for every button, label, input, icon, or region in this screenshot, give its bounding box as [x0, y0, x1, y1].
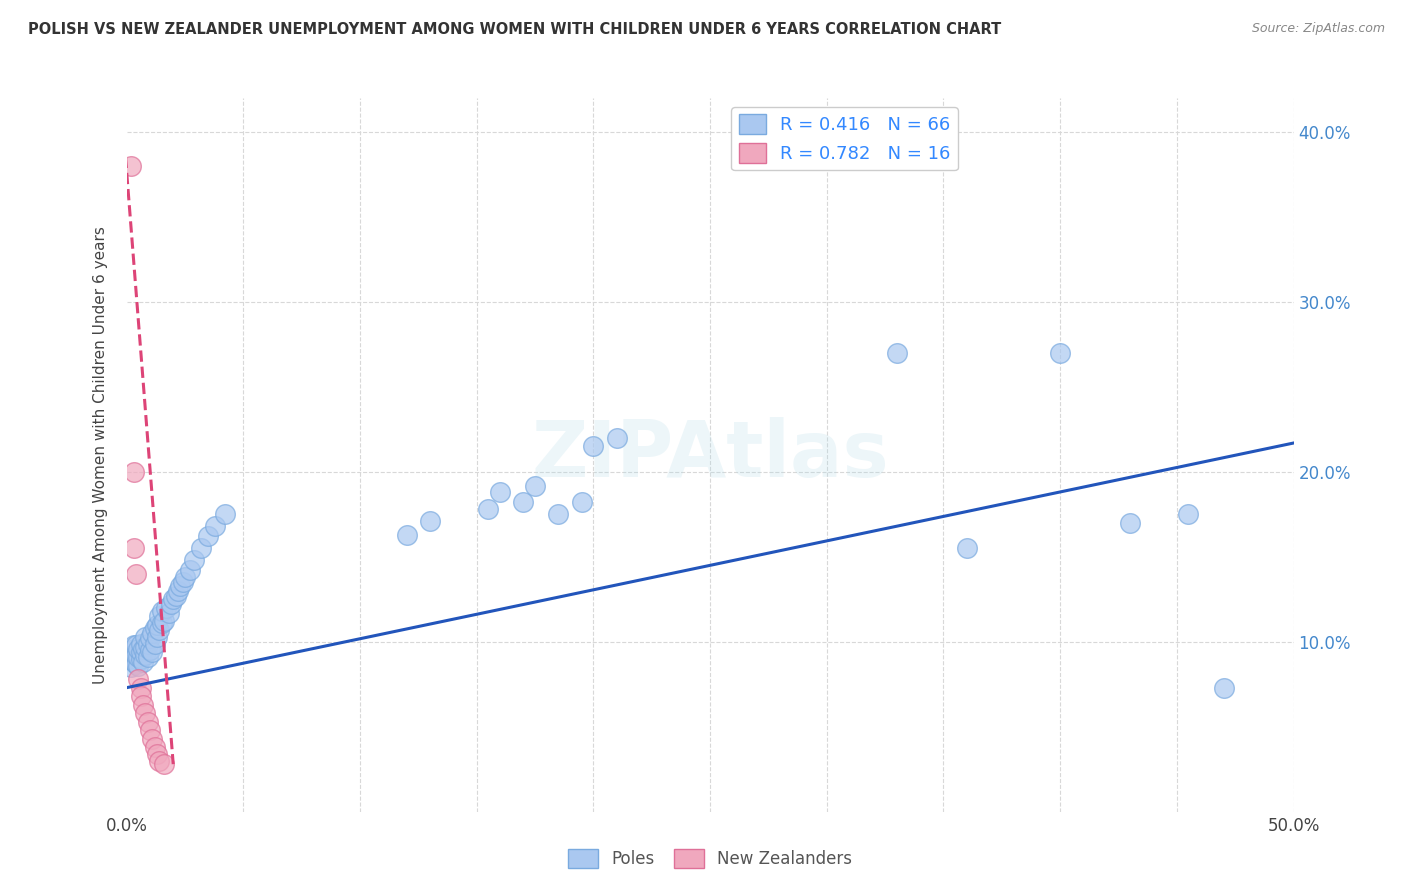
Point: [153, 615, 176, 629]
Point: [143, 621, 166, 635]
Point: [172, 575, 194, 590]
Point: [120, 660, 142, 674]
Point: [132, 655, 155, 669]
Point: [146, 617, 169, 632]
Point: [127, 658, 149, 673]
Point: [547, 508, 569, 522]
Point: [160, 598, 183, 612]
Point: [197, 529, 219, 543]
Point: [395, 528, 418, 542]
Point: [120, 643, 142, 657]
Point: [146, 747, 169, 761]
Point: [146, 630, 169, 644]
Point: [134, 640, 156, 654]
Point: [129, 645, 152, 659]
Point: [477, 502, 499, 516]
Point: [190, 541, 212, 556]
Point: [1177, 508, 1199, 522]
Point: [148, 623, 170, 637]
Point: [143, 636, 166, 650]
Point: [141, 645, 163, 659]
Point: [214, 508, 236, 522]
Point: [419, 514, 441, 528]
Point: [122, 541, 145, 556]
Point: [141, 626, 163, 640]
Point: [606, 431, 628, 445]
Point: [148, 609, 170, 624]
Point: [204, 519, 226, 533]
Point: [183, 553, 205, 567]
Point: [125, 566, 148, 581]
Point: [127, 672, 149, 686]
Point: [125, 657, 148, 671]
Point: [136, 650, 159, 665]
Point: [148, 754, 170, 768]
Point: [1212, 681, 1234, 695]
Text: POLISH VS NEW ZEALANDER UNEMPLOYMENT AMONG WOMEN WITH CHILDREN UNDER 6 YEARS COR: POLISH VS NEW ZEALANDER UNEMPLOYMENT AMO…: [28, 22, 1001, 37]
Point: [125, 648, 148, 663]
Point: [122, 638, 145, 652]
Point: [136, 636, 159, 650]
Point: [139, 643, 162, 657]
Point: [120, 159, 142, 173]
Point: [132, 698, 155, 712]
Point: [134, 706, 156, 721]
Point: [129, 636, 152, 650]
Point: [127, 650, 149, 665]
Point: [956, 541, 979, 556]
Point: [150, 604, 173, 618]
Point: [489, 485, 512, 500]
Point: [129, 681, 152, 695]
Point: [165, 589, 187, 603]
Point: [134, 630, 156, 644]
Point: [174, 570, 197, 584]
Point: [139, 632, 162, 646]
Point: [571, 495, 593, 509]
Point: [167, 583, 190, 598]
Point: [886, 346, 908, 360]
Point: [162, 592, 184, 607]
Point: [512, 495, 534, 509]
Point: [129, 652, 152, 666]
Point: [134, 648, 156, 663]
Point: [132, 641, 155, 656]
Text: ZIPAtlas: ZIPAtlas: [531, 417, 889, 493]
Y-axis label: Unemployment Among Women with Children Under 6 years: Unemployment Among Women with Children U…: [93, 226, 108, 684]
Point: [139, 723, 162, 738]
Point: [141, 731, 163, 746]
Point: [155, 600, 177, 615]
Point: [136, 714, 159, 729]
Text: Source: ZipAtlas.com: Source: ZipAtlas.com: [1251, 22, 1385, 36]
Point: [125, 638, 148, 652]
Point: [179, 564, 201, 578]
Point: [143, 740, 166, 755]
Point: [122, 655, 145, 669]
Point: [118, 652, 141, 666]
Legend: Poles, New Zealanders: Poles, New Zealanders: [561, 843, 859, 875]
Point: [169, 579, 191, 593]
Point: [1119, 516, 1142, 530]
Point: [122, 465, 145, 479]
Point: [1049, 346, 1071, 360]
Point: [129, 689, 152, 703]
Point: [153, 757, 176, 772]
Point: [523, 478, 546, 492]
Point: [582, 439, 605, 453]
Point: [127, 641, 149, 656]
Point: [122, 647, 145, 661]
Point: [150, 616, 173, 631]
Point: [157, 606, 180, 620]
